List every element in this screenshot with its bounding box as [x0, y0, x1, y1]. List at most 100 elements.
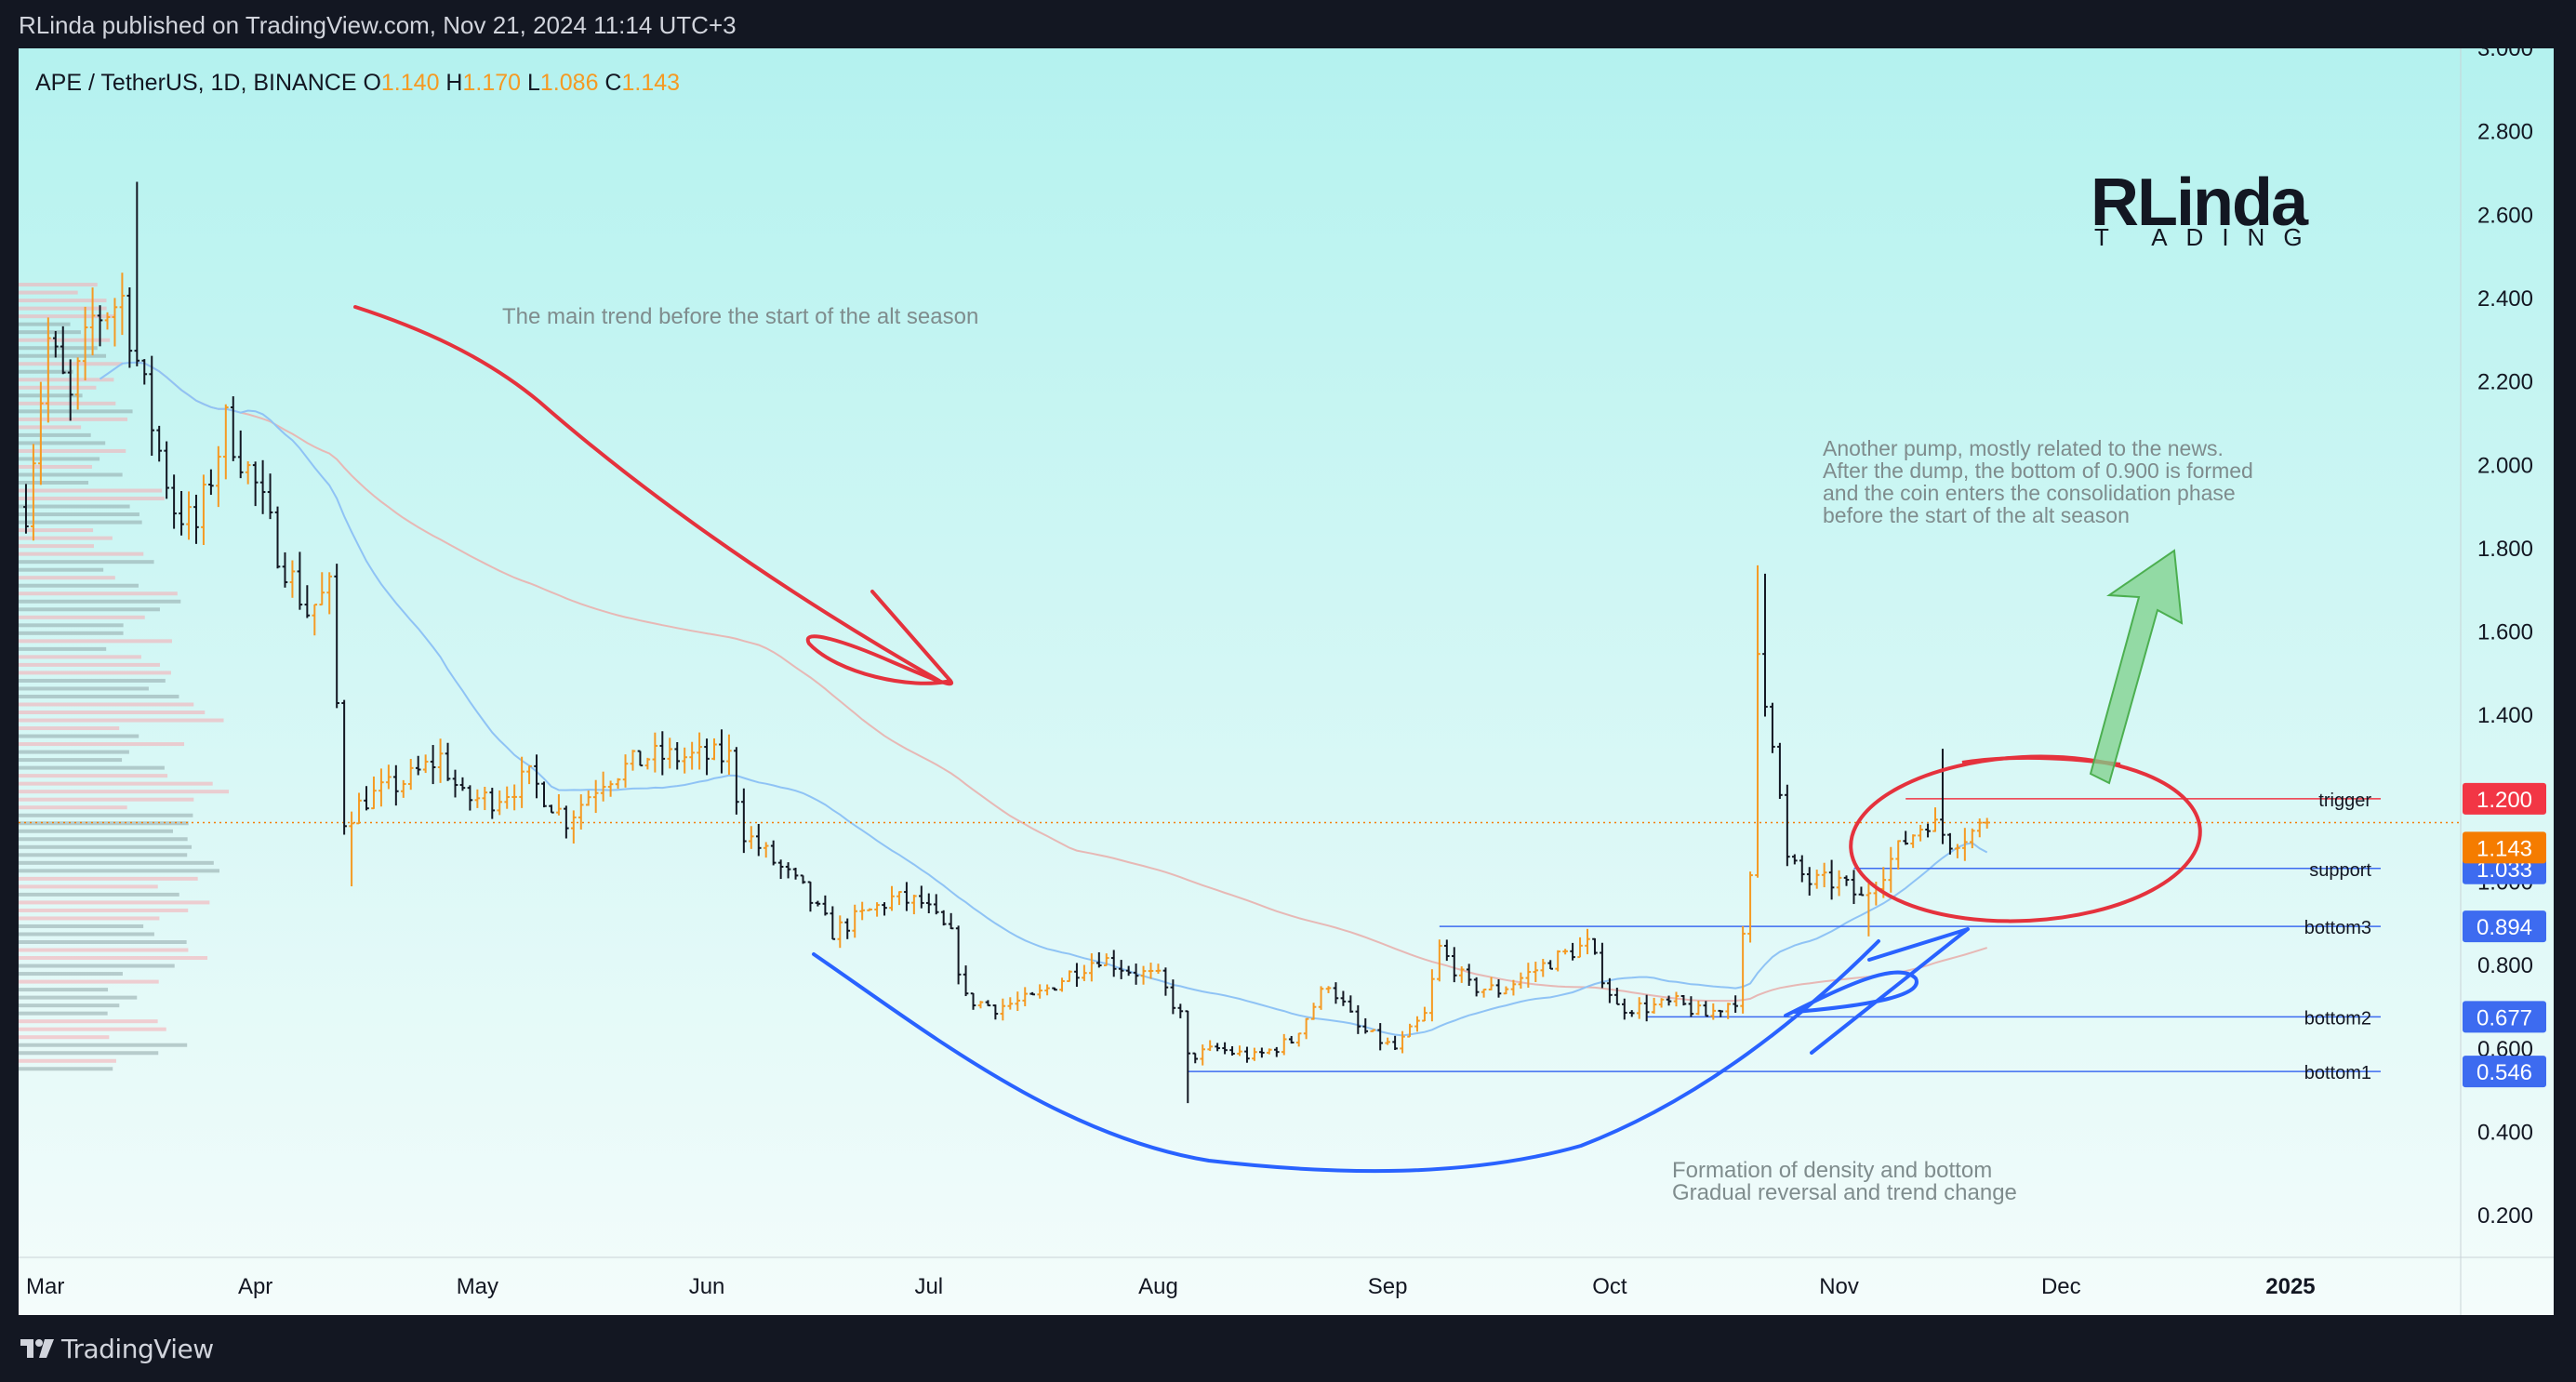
volume-profile-bar — [19, 892, 179, 897]
candle — [164, 441, 169, 499]
y-tick-label: 1.600 — [2477, 620, 2533, 645]
volume-profile-bar — [19, 290, 78, 295]
candle — [201, 474, 206, 545]
candle — [467, 785, 473, 811]
candle — [919, 885, 924, 909]
candle — [1555, 950, 1560, 972]
candle — [719, 729, 724, 774]
candle — [74, 357, 81, 410]
candle — [852, 904, 857, 938]
volume-profile-bar — [19, 797, 194, 802]
candle — [1666, 995, 1672, 1006]
legend-open-value: 1.140 — [381, 70, 446, 96]
candle — [1192, 1052, 1199, 1064]
candle — [763, 842, 769, 858]
volume-profile-bar — [19, 583, 139, 588]
candle — [422, 754, 429, 774]
candle — [711, 738, 717, 761]
candle — [1836, 870, 1842, 897]
candle — [1651, 997, 1657, 1014]
candle — [1177, 1003, 1184, 1018]
volume-profile-bar — [19, 940, 187, 944]
price-tag-trigger-bg — [2463, 782, 2546, 815]
candle — [1622, 998, 1627, 1020]
candle — [1740, 925, 1746, 1014]
candle — [925, 893, 932, 913]
candle — [497, 790, 503, 816]
volume-profile-bar — [19, 908, 189, 912]
volume-profile-bar — [19, 448, 126, 453]
candle — [1607, 977, 1613, 1003]
candle — [592, 779, 599, 814]
candle — [948, 912, 954, 930]
volume-profile-bar — [19, 750, 129, 754]
y-tick-label: 0.200 — [2477, 1203, 2533, 1229]
volume-profile-bar — [19, 1003, 120, 1008]
volume-profile-bar — [19, 932, 154, 937]
candle — [807, 881, 814, 912]
volume-profile-bar — [19, 322, 71, 326]
candle — [874, 902, 880, 917]
volume-profile-bar — [19, 1051, 159, 1056]
candle — [326, 572, 333, 615]
candle — [230, 396, 236, 461]
candle — [1799, 855, 1805, 883]
candle — [940, 910, 947, 926]
price-chart[interactable]: trigger support bottom3 bottom2 bottom1 The … — [19, 48, 2554, 1315]
candle — [1725, 1003, 1731, 1019]
candle — [312, 604, 318, 636]
candle — [1821, 862, 1827, 888]
volume-profile-bar — [19, 536, 113, 540]
y-tick-label: 2.800 — [2477, 120, 2533, 145]
volume-profile-bar — [19, 829, 174, 833]
candle — [1303, 1017, 1309, 1040]
candle — [482, 786, 488, 811]
candle — [289, 560, 296, 598]
candle — [1340, 990, 1347, 1006]
candle — [504, 786, 510, 809]
candle — [349, 811, 354, 887]
volume-profile-bar — [19, 576, 115, 580]
volume-profile-bar — [19, 338, 111, 342]
candle — [1133, 963, 1139, 985]
candle — [1222, 1042, 1228, 1055]
volume-profile-bar — [19, 837, 188, 842]
candle — [1481, 988, 1487, 998]
volume-profile-bar — [19, 662, 160, 667]
candle — [1067, 970, 1072, 983]
candle — [1110, 950, 1117, 977]
tradingview-brand-name[interactable]: TradingView — [61, 1334, 214, 1364]
candle — [1125, 965, 1132, 977]
candle — [1976, 818, 1983, 838]
y-tick-label: 2.400 — [2477, 286, 2533, 312]
candle — [519, 756, 524, 808]
candle — [1355, 1004, 1361, 1034]
candle — [407, 758, 414, 791]
volume-profile-bar — [19, 497, 165, 501]
candle — [1318, 986, 1324, 1010]
volume-profile-bar — [19, 623, 124, 628]
tradingview-logo-icon[interactable] — [19, 1335, 56, 1362]
volume-profile-bar — [19, 702, 194, 707]
level-label-bottom3: bottom3 — [2304, 918, 2371, 938]
candle — [1984, 817, 1990, 829]
volume-profile-bar — [19, 844, 193, 849]
candle — [1207, 1040, 1213, 1052]
candle — [785, 862, 791, 879]
volume-profile-bar — [19, 567, 104, 572]
volume-profile-bar — [19, 283, 98, 287]
x-tick-label: Sep — [1368, 1274, 1408, 1299]
volume-profile-bar — [19, 599, 181, 604]
volume-profile-bar — [19, 346, 98, 351]
volume-profile-bar — [19, 544, 94, 549]
volume-profile-bar — [19, 988, 109, 992]
candle — [1777, 742, 1783, 799]
price-tag-last-bg — [2463, 831, 2546, 864]
volume-profile-bar — [19, 718, 224, 723]
volume-profile-bar — [19, 1035, 110, 1040]
candle — [1274, 1046, 1280, 1057]
candle — [1259, 1047, 1265, 1058]
candle — [1155, 963, 1162, 975]
chart-area[interactable]: trigger support bottom3 bottom2 bottom1 The … — [19, 48, 2554, 1315]
candle — [1385, 1037, 1390, 1045]
